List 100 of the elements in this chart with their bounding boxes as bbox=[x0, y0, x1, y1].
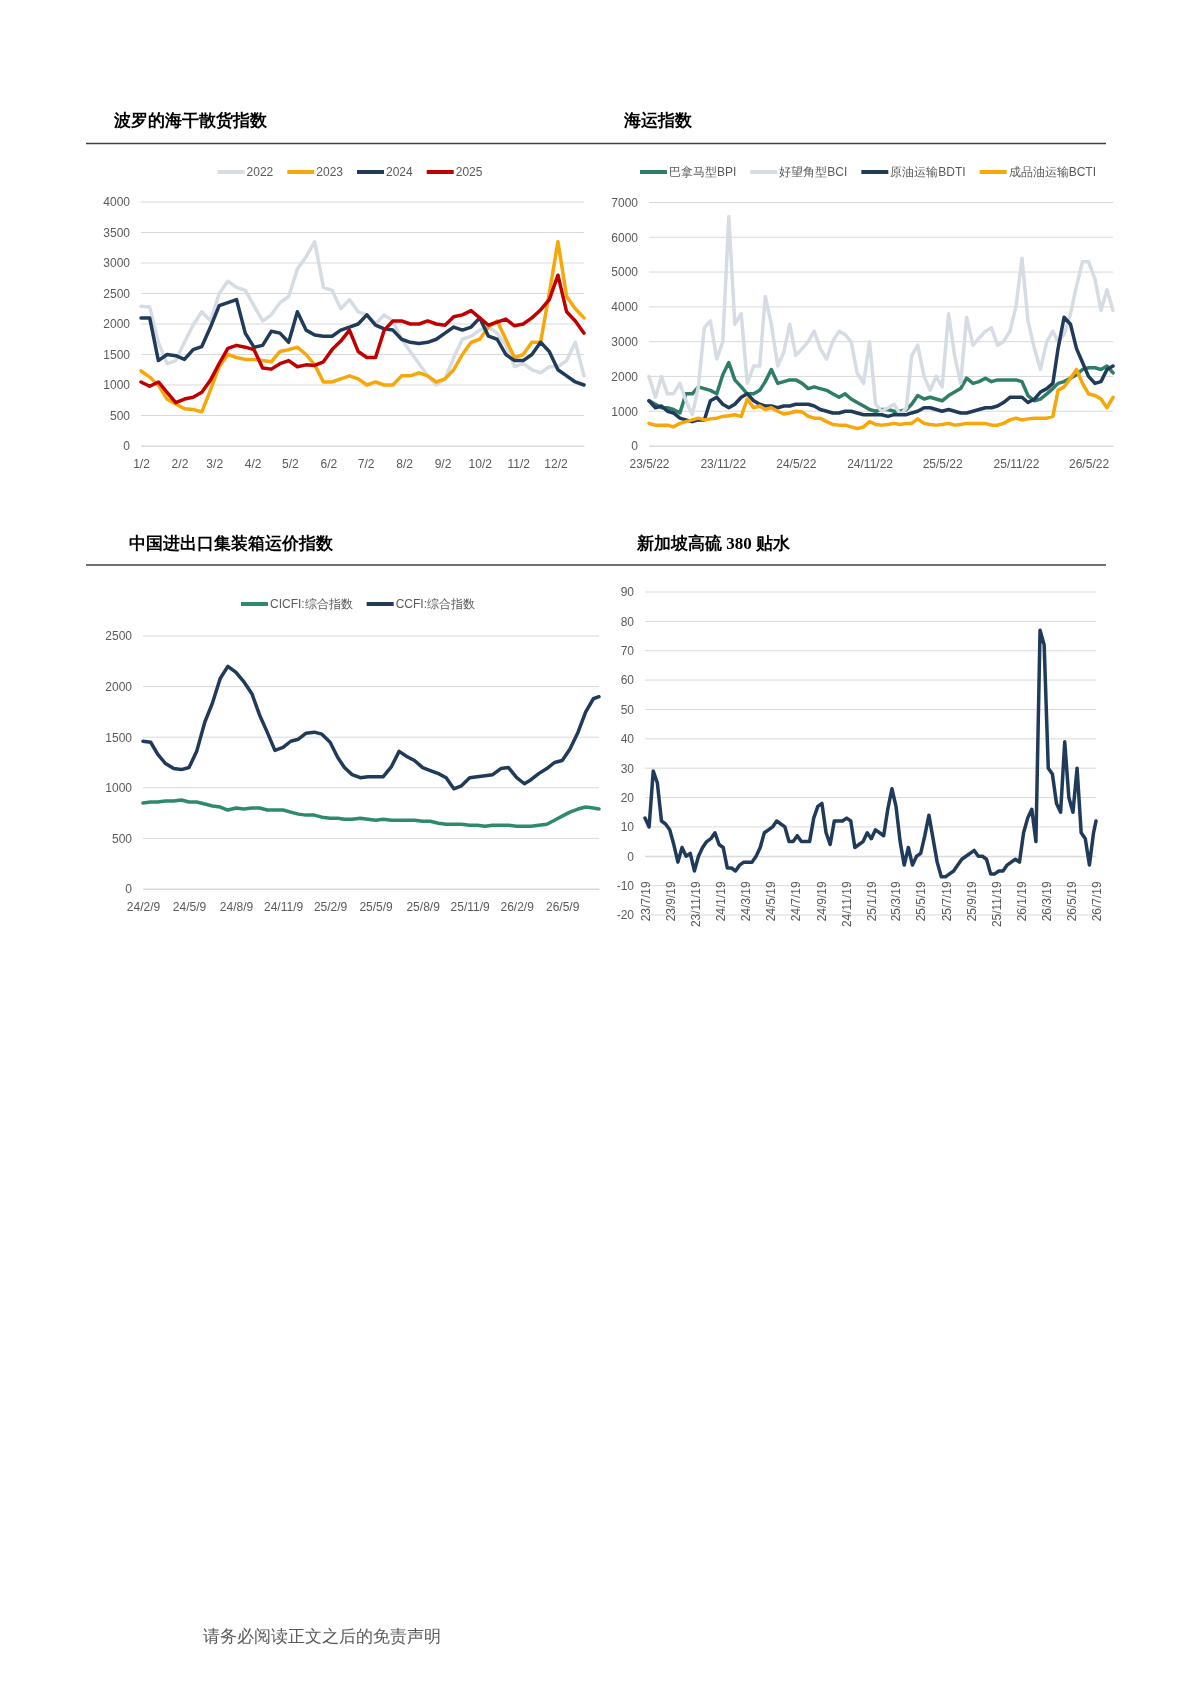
x-tick-label: 2/2 bbox=[171, 456, 189, 471]
line-series bbox=[139, 297, 586, 387]
line-series bbox=[139, 239, 586, 387]
x-tick-label: 26/1/19 bbox=[1015, 880, 1030, 922]
x-tick-label: 11/2 bbox=[507, 456, 531, 471]
y-tick-label: 40 bbox=[620, 732, 635, 747]
y-tick-label: 0 bbox=[123, 439, 131, 454]
x-tick-label: 23/7/19 bbox=[638, 880, 653, 922]
y-tick-label: -20 bbox=[616, 908, 635, 923]
x-tick-label: 25/8/9 bbox=[406, 899, 441, 914]
y-tick-label: 2000 bbox=[105, 679, 133, 694]
x-tick-label: 23/9/19 bbox=[664, 880, 679, 922]
chart-title: 海运指数 bbox=[623, 111, 693, 130]
y-tick-label: 80 bbox=[620, 614, 635, 629]
x-tick-label: 5/2 bbox=[282, 456, 300, 471]
chart-title: 新加坡高硫 380 贴水 bbox=[636, 534, 791, 553]
x-tick-label: 26/5/19 bbox=[1064, 880, 1079, 922]
x-tick-label: 10/2 bbox=[468, 456, 493, 471]
y-tick-label: 2500 bbox=[105, 629, 133, 644]
x-tick-label: 9/2 bbox=[434, 456, 452, 471]
y-tick-label: 2500 bbox=[103, 286, 131, 301]
x-tick-label: 25/2/9 bbox=[313, 899, 348, 914]
x-tick-label: 23/5/22 bbox=[629, 456, 670, 471]
x-tick-label: 24/1/19 bbox=[714, 880, 729, 922]
line-series bbox=[647, 315, 1115, 424]
legend-label: 2025 bbox=[455, 165, 483, 180]
x-tick-label: 24/9/19 bbox=[814, 880, 829, 922]
y-tick-label: 7000 bbox=[611, 195, 639, 210]
y-tick-label: 4000 bbox=[611, 300, 639, 315]
line-series bbox=[139, 239, 586, 414]
x-tick-label: 8/2 bbox=[396, 456, 414, 471]
x-tick-label: 25/5/9 bbox=[359, 899, 394, 914]
y-tick-label: 1000 bbox=[103, 378, 131, 393]
legend-label: 巴拿马型BPI bbox=[668, 165, 737, 180]
y-tick-label: 50 bbox=[620, 702, 635, 717]
y-tick-label: 0 bbox=[631, 439, 639, 454]
y-tick-label: 1500 bbox=[103, 347, 131, 362]
legend-label: 成品油运输BCTI bbox=[1008, 165, 1097, 180]
y-tick-label: 2000 bbox=[103, 317, 131, 332]
x-tick-label: 25/3/19 bbox=[889, 880, 904, 922]
x-tick-label: 24/8/9 bbox=[219, 899, 254, 914]
line-series bbox=[141, 664, 601, 791]
chart-title: 中国进出口集装箱运价指数 bbox=[129, 534, 334, 553]
y-tick-label: 1000 bbox=[611, 404, 639, 419]
legend-label: 好望角型BCI bbox=[779, 165, 848, 180]
x-tick-label: 24/11/19 bbox=[839, 880, 854, 928]
x-tick-label: 12/2 bbox=[544, 456, 568, 471]
x-tick-label: 26/5/9 bbox=[546, 899, 580, 914]
x-tick-label: 26/5/22 bbox=[1069, 456, 1110, 471]
x-tick-label: 6/2 bbox=[320, 456, 338, 471]
x-tick-label: 24/3/19 bbox=[739, 880, 754, 922]
y-tick-label: 6000 bbox=[611, 230, 639, 245]
y-tick-label: 2000 bbox=[611, 369, 639, 384]
x-tick-label: 26/3/19 bbox=[1039, 880, 1054, 922]
y-tick-label: 1500 bbox=[105, 730, 133, 745]
y-tick-label: 20 bbox=[620, 790, 635, 805]
x-tick-label: 24/5/22 bbox=[776, 456, 817, 471]
y-tick-label: 60 bbox=[620, 673, 635, 688]
x-tick-label: 25/11/9 bbox=[450, 899, 491, 914]
legend-label: 2022 bbox=[246, 165, 274, 180]
x-tick-label: 25/11/22 bbox=[993, 456, 1040, 471]
x-tick-label: 23/11/19 bbox=[689, 880, 704, 928]
y-tick-label: 4000 bbox=[103, 195, 131, 210]
line-series bbox=[141, 798, 601, 829]
x-tick-label: 4/2 bbox=[244, 456, 262, 471]
legend-label: 原油运输BDTI bbox=[890, 165, 966, 180]
y-tick-label: 0 bbox=[125, 882, 133, 897]
y-tick-label: 10 bbox=[620, 820, 635, 835]
line-series bbox=[647, 214, 1115, 417]
line-series bbox=[643, 628, 1098, 879]
y-tick-label: 90 bbox=[620, 585, 635, 600]
x-tick-label: 24/2/9 bbox=[126, 899, 161, 914]
legend-label: 2023 bbox=[316, 165, 344, 180]
y-tick-label: 70 bbox=[620, 644, 635, 659]
x-tick-label: 25/11/19 bbox=[990, 880, 1005, 928]
legend-label: CICFI:综合指数 bbox=[269, 597, 353, 612]
line-series bbox=[139, 273, 586, 405]
x-tick-label: 26/2/9 bbox=[500, 899, 535, 914]
y-tick-label: 3500 bbox=[103, 225, 131, 240]
legend-label: CCFI:综合指数 bbox=[395, 597, 476, 612]
x-tick-label: 23/11/22 bbox=[700, 456, 747, 471]
y-tick-label: 500 bbox=[111, 831, 133, 846]
x-tick-label: 25/7/19 bbox=[939, 880, 954, 922]
y-tick-label: 0 bbox=[627, 849, 635, 864]
y-tick-label: 500 bbox=[109, 408, 131, 423]
x-tick-label: 24/5/19 bbox=[764, 880, 779, 922]
x-tick-label: 24/11/9 bbox=[263, 899, 304, 914]
y-tick-label: 1000 bbox=[105, 781, 133, 796]
y-tick-label: 3000 bbox=[611, 334, 639, 349]
y-tick-label: 5000 bbox=[611, 265, 639, 280]
x-tick-label: 1/2 bbox=[133, 456, 151, 471]
y-tick-label: 30 bbox=[620, 761, 635, 776]
x-tick-label: 25/9/19 bbox=[965, 880, 980, 922]
x-tick-label: 26/7/19 bbox=[1089, 880, 1104, 922]
x-tick-label: 7/2 bbox=[357, 456, 375, 471]
x-tick-label: 24/7/19 bbox=[789, 880, 804, 922]
y-tick-label: -10 bbox=[616, 878, 635, 893]
chart-title: 波罗的海干散货指数 bbox=[113, 111, 268, 130]
x-tick-label: 3/2 bbox=[206, 456, 224, 471]
x-tick-label: 25/1/19 bbox=[865, 880, 880, 922]
